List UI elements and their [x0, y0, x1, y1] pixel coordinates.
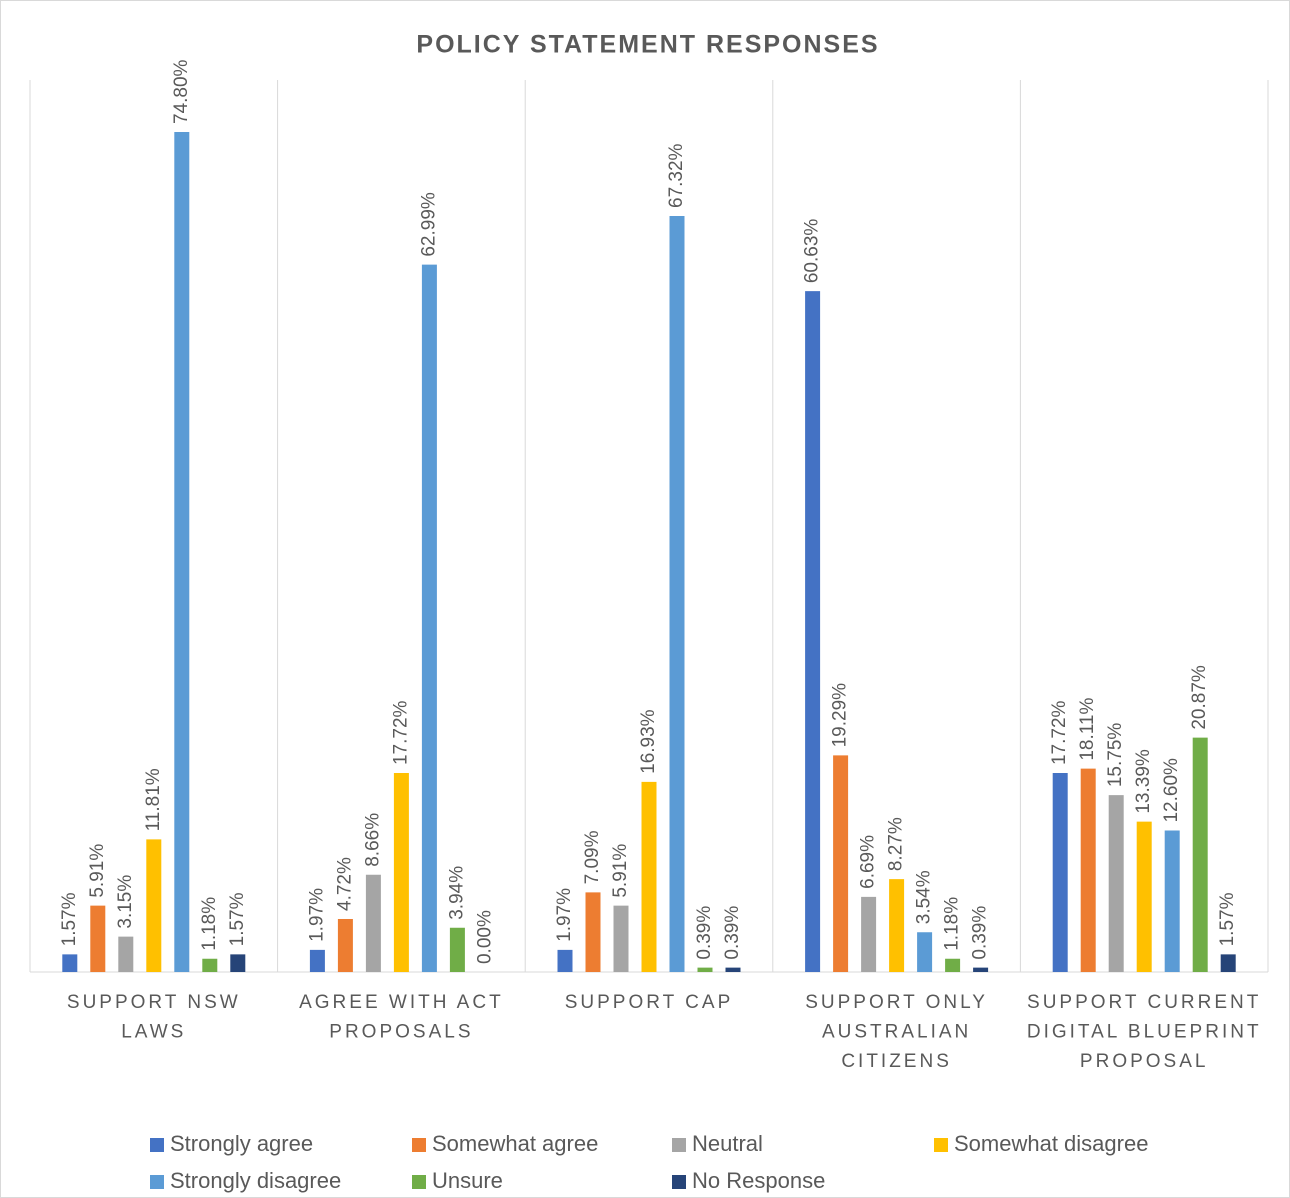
legend-label: Somewhat disagree — [954, 1131, 1148, 1156]
bar — [557, 949, 573, 972]
x-tick-label: AGREE WITH ACT PROPOSALS — [299, 992, 504, 1043]
bar — [421, 264, 437, 972]
value-label: 19.29% — [830, 683, 851, 748]
value-label: 1.57% — [1217, 892, 1238, 946]
value-label: 7.09% — [582, 830, 603, 884]
value-label: 0.39% — [970, 906, 991, 960]
bar — [861, 896, 877, 972]
value-label: 1.18% — [942, 897, 963, 951]
value-label: 0.39% — [722, 906, 743, 960]
value-label: 16.93% — [638, 709, 659, 774]
value-label: 1.57% — [227, 892, 248, 946]
bar — [725, 967, 741, 972]
legend-swatch — [150, 1175, 164, 1189]
bar — [973, 967, 989, 972]
bar — [669, 216, 685, 972]
chart-title: POLICY STATEMENT RESPONSES — [416, 31, 879, 59]
bar — [202, 958, 218, 972]
bar — [641, 781, 657, 972]
value-label: 1.18% — [199, 897, 220, 951]
bar — [889, 879, 905, 972]
legend-swatch — [150, 1138, 164, 1152]
value-label: 8.66% — [362, 813, 383, 867]
bar — [118, 936, 134, 972]
value-label: 5.91% — [610, 844, 631, 898]
value-label: 62.99% — [418, 192, 439, 257]
value-label: 12.60% — [1161, 758, 1182, 823]
bar — [337, 918, 353, 972]
value-label: 8.27% — [886, 817, 907, 871]
value-label: 3.15% — [115, 875, 136, 929]
bar — [1220, 954, 1236, 972]
bar — [1052, 773, 1068, 972]
value-label: 17.72% — [390, 700, 411, 765]
value-label: 74.80% — [171, 59, 192, 124]
legend-label: Neutral — [692, 1131, 763, 1156]
value-label: 17.72% — [1049, 700, 1070, 765]
value-label: 5.91% — [87, 844, 108, 898]
value-label: 67.32% — [666, 143, 687, 208]
bar — [62, 954, 78, 972]
value-label: 0.00% — [474, 910, 495, 964]
value-label: 1.97% — [554, 888, 575, 942]
bar — [697, 967, 713, 972]
bar — [449, 927, 465, 972]
legend-label: Strongly agree — [170, 1131, 313, 1156]
legend-swatch — [672, 1138, 686, 1152]
bar — [1136, 821, 1152, 972]
bar — [833, 755, 849, 972]
bar — [90, 905, 106, 972]
bar — [174, 132, 190, 972]
bar — [613, 905, 629, 972]
bar — [805, 291, 821, 972]
value-label: 1.57% — [59, 892, 80, 946]
value-label: 1.97% — [306, 888, 327, 942]
x-tick-label: SUPPORT NSW LAWS — [67, 992, 241, 1043]
bar — [945, 958, 961, 972]
legend-label: Somewhat agree — [432, 1131, 598, 1156]
legend-swatch — [412, 1175, 426, 1189]
value-label: 4.72% — [334, 857, 355, 911]
legend-label: Strongly disagree — [170, 1168, 341, 1193]
value-label: 6.69% — [858, 835, 879, 889]
bar — [309, 949, 325, 972]
legend-swatch — [412, 1138, 426, 1152]
x-tick-label: SUPPORT CAP — [565, 992, 734, 1013]
bar — [1080, 768, 1096, 972]
value-label: 11.81% — [143, 768, 164, 831]
value-label: 3.94% — [446, 866, 467, 920]
value-label: 0.39% — [694, 906, 715, 960]
value-label: 15.75% — [1105, 723, 1126, 788]
value-label: 13.39% — [1133, 749, 1154, 814]
bar — [1108, 795, 1124, 972]
value-label: 3.54% — [914, 870, 935, 924]
bar — [585, 892, 601, 972]
bar — [393, 773, 409, 972]
x-tick-label: SUPPORT ONLY AUSTRALIAN CITIZENS — [805, 992, 988, 1072]
legend-swatch — [672, 1175, 686, 1189]
value-label: 18.11% — [1077, 697, 1098, 760]
bar — [1164, 830, 1180, 972]
legend-label: No Response — [692, 1168, 825, 1193]
value-label: 20.87% — [1189, 665, 1210, 730]
bar — [230, 954, 246, 972]
bar — [1192, 737, 1208, 972]
bar — [365, 874, 381, 972]
legend-label: Unsure — [432, 1168, 503, 1193]
x-tick-label: SUPPORT CURRENT DIGITAL BLUEPRINT PROPOSAL — [1027, 992, 1262, 1072]
bar — [917, 932, 933, 972]
bar — [146, 839, 162, 972]
value-label: 60.63% — [802, 219, 823, 284]
legend-swatch — [934, 1138, 948, 1152]
